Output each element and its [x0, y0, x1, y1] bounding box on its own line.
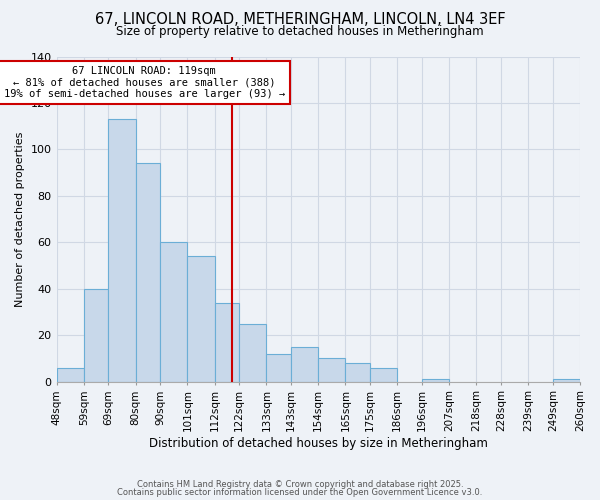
Bar: [136, 164, 160, 382]
Y-axis label: Number of detached properties: Number of detached properties: [15, 132, 25, 307]
Text: Size of property relative to detached houses in Metheringham: Size of property relative to detached ho…: [116, 25, 484, 38]
Bar: [215, 302, 239, 382]
Bar: [109, 119, 136, 382]
Text: 67 LINCOLN ROAD: 119sqm
← 81% of detached houses are smaller (388)
19% of semi-d: 67 LINCOLN ROAD: 119sqm ← 81% of detache…: [4, 66, 285, 99]
Bar: [318, 358, 346, 382]
Text: Contains HM Land Registry data © Crown copyright and database right 2025.: Contains HM Land Registry data © Crown c…: [137, 480, 463, 489]
Bar: [422, 380, 449, 382]
Bar: [553, 380, 580, 382]
Text: 67, LINCOLN ROAD, METHERINGHAM, LINCOLN, LN4 3EF: 67, LINCOLN ROAD, METHERINGHAM, LINCOLN,…: [95, 12, 505, 28]
Bar: [187, 256, 215, 382]
Text: Contains public sector information licensed under the Open Government Licence v3: Contains public sector information licen…: [118, 488, 482, 497]
Bar: [370, 368, 397, 382]
Bar: [266, 354, 291, 382]
X-axis label: Distribution of detached houses by size in Metheringham: Distribution of detached houses by size …: [149, 437, 488, 450]
Bar: [239, 324, 266, 382]
Bar: [160, 242, 187, 382]
Bar: [346, 363, 370, 382]
Bar: [56, 368, 84, 382]
Bar: [84, 289, 109, 382]
Bar: [291, 347, 318, 382]
